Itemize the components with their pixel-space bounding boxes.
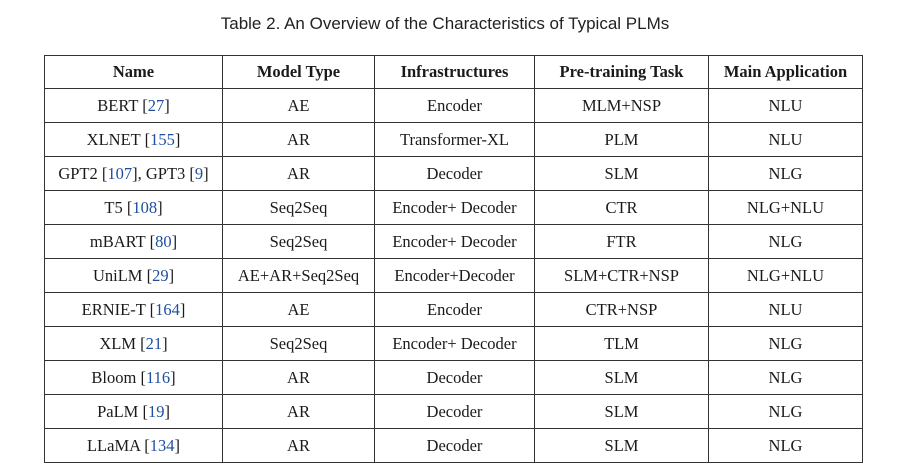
cell-pretraining-task: MLM+NSP <box>534 88 709 123</box>
table-row: T5 [108] Seq2Seq Encoder+ Decoder CTR NLG+NL… <box>44 190 863 225</box>
cell-name: ERNIE-T [164] <box>44 292 223 327</box>
model-name: LLaMA <box>86 435 141 455</box>
cell-model-type: Seq2Seq <box>222 224 375 259</box>
model-name: XLNET <box>86 129 141 149</box>
cell-pretraining-task: SLM <box>534 428 709 463</box>
cell-infrastructure: Decoder <box>374 428 535 463</box>
cell-main-application: NLG <box>708 326 863 361</box>
citation-link[interactable]: 107 <box>107 163 133 183</box>
cell-model-type: AE+AR+Seq2Seq <box>222 258 375 293</box>
cell-name: UniLM [29] <box>44 258 223 293</box>
citation-link[interactable]: 29 <box>152 265 169 285</box>
cell-infrastructure: Encoder+ Decoder <box>374 326 535 361</box>
model-name: XLM <box>99 333 137 353</box>
cell-infrastructure: Encoder+ Decoder <box>374 224 535 259</box>
cell-pretraining-task: CTR <box>534 190 709 225</box>
cell-infrastructure: Encoder <box>374 292 535 327</box>
model-name: T5 <box>104 197 123 217</box>
citation-link[interactable]: 108 <box>132 197 158 217</box>
model-name: Bloom <box>91 367 137 387</box>
cell-main-application: NLU <box>708 88 863 123</box>
table-row: Bloom [116] AR Decoder SLM NLG <box>44 360 863 395</box>
cell-pretraining-task: TLM <box>534 326 709 361</box>
citation-link[interactable]: 21 <box>145 333 163 353</box>
cell-model-type: Seq2Seq <box>222 326 375 361</box>
column-header-main-application: Main Application <box>708 55 863 89</box>
cell-main-application: NLG <box>708 224 863 259</box>
cell-name: T5 [108] <box>44 190 223 225</box>
column-header-infrastructures: Infrastructures <box>374 55 535 89</box>
cell-name: BERT [27] <box>44 88 223 123</box>
citation-link[interactable]: 116 <box>145 367 171 387</box>
cell-pretraining-task: SLM+CTR+NSP <box>534 258 709 293</box>
cell-infrastructure: Encoder <box>374 88 535 123</box>
cell-main-application: NLG <box>708 360 863 395</box>
citation-link[interactable]: 27 <box>147 95 165 115</box>
model-name: BERT <box>97 95 139 115</box>
model-name: GPT2 <box>58 163 98 183</box>
table-caption: Table 2. An Overview of the Characterist… <box>220 14 670 33</box>
model-name: PaLM <box>97 401 139 421</box>
cell-infrastructure: Decoder <box>374 156 535 191</box>
cell-pretraining-task: PLM <box>534 122 709 157</box>
model-name: GPT3 <box>145 163 186 183</box>
table-row: UniLM [29] AE+AR+Seq2Seq Encoder+Decoder SL… <box>44 258 863 293</box>
cell-name: Bloom [116] <box>44 360 223 395</box>
column-header-pretraining-task: Pre-training Task <box>534 55 709 89</box>
cell-model-type: AE <box>222 292 375 327</box>
cell-name: GPT2 [107], GPT3 [9] <box>44 156 223 191</box>
cell-main-application: NLG <box>708 156 863 191</box>
cell-main-application: NLU <box>708 292 863 327</box>
cell-model-type: AE <box>222 88 375 123</box>
table-row: LLaMA [134] AR Decoder SLM NLG <box>44 428 863 463</box>
cell-pretraining-task: CTR+NSP <box>534 292 709 327</box>
cell-main-application: NLG+NLU <box>708 258 863 293</box>
citation-link[interactable]: 164 <box>155 299 180 319</box>
cell-main-application: NLU <box>708 122 863 157</box>
cell-main-application: NLG+NLU <box>708 190 863 225</box>
table-row: XLM [21] Seq2Seq Encoder+ Decoder TLM NLG <box>44 326 863 361</box>
cell-name: XLNET [155] <box>44 122 223 157</box>
cell-model-type: AR <box>222 360 375 395</box>
table-row: BERT [27] AE Encoder MLM+NSP NLU <box>44 88 863 123</box>
cell-main-application: NLG <box>708 428 863 463</box>
column-header-model-type: Model Type <box>222 55 375 89</box>
model-name: mBART <box>89 231 146 251</box>
cell-infrastructure: Decoder <box>374 360 535 395</box>
cell-pretraining-task: SLM <box>534 394 709 429</box>
cell-infrastructure: Encoder+ Decoder <box>374 190 535 225</box>
cell-name: LLaMA [134] <box>44 428 223 463</box>
model-name: ERNIE-T <box>81 299 146 319</box>
cell-model-type: AR <box>222 122 375 157</box>
plm-characteristics-table: Name Model Type Infrastructures Pre-trai… <box>44 55 863 463</box>
table-row: ERNIE-T [164] AE Encoder CTR+NSP NLU <box>44 292 863 327</box>
cell-infrastructure: Transformer-XL <box>374 122 535 157</box>
table-row: XLNET [155] AR Transformer-XL PLM NLU <box>44 122 863 157</box>
cell-model-type: AR <box>222 428 375 463</box>
table-header-row: Name Model Type Infrastructures Pre-trai… <box>44 55 863 89</box>
cell-infrastructure: Encoder+Decoder <box>374 258 535 293</box>
citation-link[interactable]: 134 <box>149 435 175 455</box>
table-row: PaLM [19] AR Decoder SLM NLG <box>44 394 863 429</box>
citation-link[interactable]: 155 <box>150 129 175 149</box>
column-header-name: Name <box>44 55 223 89</box>
table-row: mBART [80] Seq2Seq Encoder+ Decoder FTR NLG <box>44 224 863 259</box>
cell-name: mBART [80] <box>44 224 223 259</box>
cell-name: PaLM [19] <box>44 394 223 429</box>
cell-pretraining-task: SLM <box>534 156 709 191</box>
cell-main-application: NLG <box>708 394 863 429</box>
table-body: BERT [27] AE Encoder MLM+NSP NLU XLNET [155] A… <box>44 88 863 463</box>
model-name: UniLM <box>92 265 143 285</box>
cell-model-type: AR <box>222 394 375 429</box>
cell-model-type: Seq2Seq <box>222 190 375 225</box>
citation-link[interactable]: 19 <box>147 401 165 421</box>
cell-name: XLM [21] <box>44 326 223 361</box>
cell-model-type: AR <box>222 156 375 191</box>
cell-pretraining-task: FTR <box>534 224 709 259</box>
cell-pretraining-task: SLM <box>534 360 709 395</box>
citation-link[interactable]: 80 <box>155 231 172 251</box>
table-row: GPT2 [107], GPT3 [9] AR Decoder SLM NLG <box>44 156 863 191</box>
cell-infrastructure: Decoder <box>374 394 535 429</box>
citation-link[interactable]: 9 <box>194 163 204 183</box>
